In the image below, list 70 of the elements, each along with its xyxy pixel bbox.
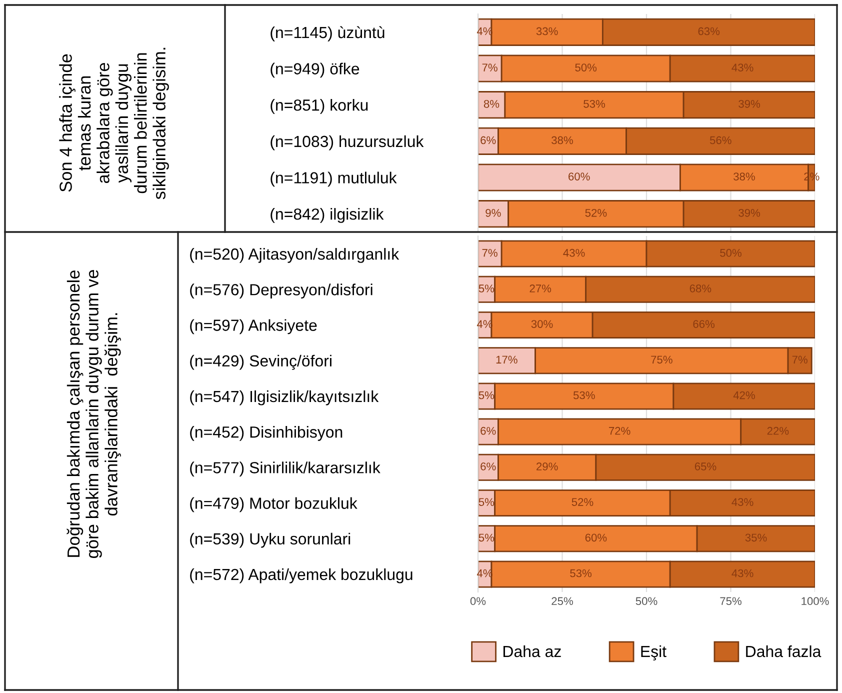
data-label: 6% bbox=[480, 462, 496, 470]
data-label: 53% bbox=[570, 569, 592, 578]
data-label: 65% bbox=[694, 462, 716, 470]
data-label: 6% bbox=[480, 426, 496, 435]
x-tick-label: 0% bbox=[470, 597, 486, 606]
data-label: 63% bbox=[698, 27, 720, 36]
data-label: 50% bbox=[720, 248, 742, 257]
data-label: 38% bbox=[734, 172, 755, 180]
data-label: 43% bbox=[732, 498, 754, 506]
data-label: 53% bbox=[573, 391, 595, 400]
y-tick-label: (n=452) Disinhibisyon bbox=[190, 426, 342, 441]
data-label: 43% bbox=[563, 248, 585, 257]
data-label: 42% bbox=[733, 391, 755, 400]
data-label: 52% bbox=[585, 208, 607, 217]
data-label: 7% bbox=[792, 356, 808, 364]
data-label: 22% bbox=[767, 426, 789, 435]
data-label: 50% bbox=[575, 64, 597, 72]
data-label: 60% bbox=[568, 172, 590, 180]
data-label: 66% bbox=[693, 320, 715, 328]
y-tick-label: (n=949) öfke bbox=[270, 62, 360, 78]
data-label: 8% bbox=[484, 100, 500, 108]
y-tick-label: (n=547) Ilgisizlik/kayıtsızlık bbox=[190, 390, 379, 406]
y-tick-label: (n=539) Uyku sorunlari bbox=[190, 532, 350, 548]
data-label: 53% bbox=[584, 100, 605, 108]
data-label: 29% bbox=[536, 462, 558, 470]
y-tick-label: (n=576) Depresyon/disfori bbox=[190, 284, 372, 298]
data-label: 38% bbox=[552, 136, 573, 144]
data-label: 60% bbox=[585, 534, 607, 542]
data-label: 5% bbox=[478, 498, 494, 506]
data-label: 68% bbox=[690, 284, 712, 292]
y-tick-label: (n=1191) mutluluk bbox=[270, 172, 397, 187]
data-label: 5% bbox=[478, 534, 494, 542]
data-label: 7% bbox=[482, 248, 498, 257]
data-label: 75% bbox=[651, 356, 672, 364]
data-label: 39% bbox=[738, 208, 760, 217]
data-label: 33% bbox=[536, 27, 558, 36]
legend-label: Daha fazla bbox=[746, 645, 822, 658]
data-label: 35% bbox=[745, 534, 767, 542]
data-label: 27% bbox=[530, 284, 552, 292]
legend-label: Eşit bbox=[641, 645, 666, 660]
data-label: 9% bbox=[486, 208, 501, 217]
data-label: 52% bbox=[572, 498, 594, 506]
data-label: 5% bbox=[478, 284, 494, 292]
y-tick-label: (n=577) Sinirlilik/kararsızlık bbox=[190, 462, 380, 476]
y-tick-label: (n=1145) ùzùntù bbox=[270, 26, 384, 42]
data-label: 5% bbox=[478, 391, 494, 400]
y-tick-label: (n=479) Motor bozukluk bbox=[190, 497, 358, 512]
y-axis-title: Doğrudan bakımda çalışan personele göre bakim allanlarin duygu durum ve davranişlarindaki değişim. bbox=[66, 270, 121, 558]
y-tick-label: (n=520) Ajitasyon/saldırganlık bbox=[190, 248, 400, 263]
legend-label: Daha az bbox=[503, 645, 561, 658]
x-tick-label: 75% bbox=[720, 597, 742, 606]
y-tick-label: (n=429) Sevinç/öfori bbox=[190, 354, 332, 370]
data-label: 7% bbox=[482, 64, 498, 72]
y-tick-label: (n=842) ilgisizlik bbox=[270, 208, 384, 223]
data-label: 39% bbox=[738, 100, 760, 108]
data-label: 43% bbox=[732, 64, 754, 72]
x-tick-label: 25% bbox=[552, 597, 573, 606]
data-label: 56% bbox=[710, 136, 732, 144]
y-tick-label: (n=572) Apati/yemek bozuklugu bbox=[190, 568, 412, 584]
y-tick-label: (n=851) korku bbox=[270, 99, 368, 114]
y-axis-title: Son 4 hafta içinde temas kuran akrabalara göre yaslilarin duygu durum belirtilerinin sikligindaki degisim. bbox=[59, 48, 169, 200]
y-tick-label: (n=1083) huzursuzluk bbox=[270, 135, 424, 150]
data-label: 17% bbox=[496, 356, 518, 364]
y-tick-label: (n=597) Anksiyete bbox=[190, 319, 317, 334]
data-label: 72% bbox=[608, 426, 630, 435]
x-tick-label: 50% bbox=[636, 597, 658, 606]
data-label: 6% bbox=[480, 136, 496, 144]
data-label: 30% bbox=[531, 320, 553, 328]
data-label: 43% bbox=[732, 569, 754, 578]
x-tick-label: 100% bbox=[802, 597, 829, 606]
